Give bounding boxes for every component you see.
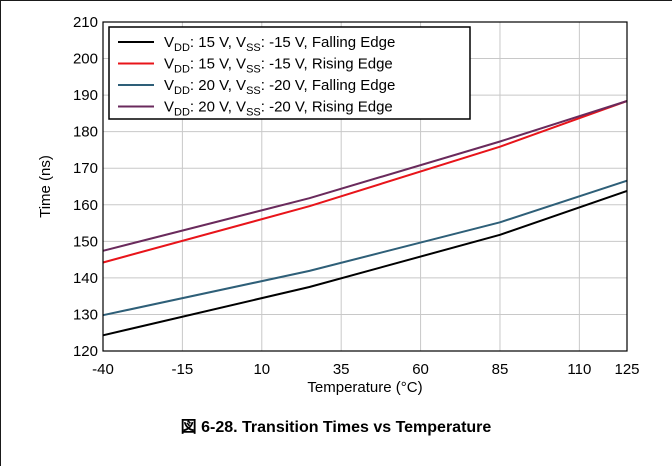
series-line-1	[102, 189, 628, 337]
y-tick-label: 130	[73, 306, 98, 323]
x-tick-label: 60	[412, 361, 429, 378]
legend-box	[108, 26, 471, 120]
y-tick-label: 180	[73, 124, 98, 141]
y-tick-label: 170	[73, 160, 98, 177]
y-tick-label: 210	[73, 14, 98, 31]
y-axis-title: Time (ns)	[37, 155, 54, 218]
tick-labels: -40 -15 10 35 60 85 110 125 120 130 140 150 160 170 18…	[73, 14, 640, 378]
legend-entry: VDD: 15 V, VSS: -15 V, Falling Edge	[164, 34, 395, 54]
series-line-2	[102, 100, 628, 264]
figure-caption: 図 6-28. Transition Times vs Temperature	[180, 419, 492, 436]
page-frame-top	[0, 0, 672, 1]
grid-lines	[102, 21, 628, 352]
legend-entry: VDD: 20 V, VSS: -20 V, Rising Edge	[164, 99, 393, 119]
series-line-4	[102, 100, 628, 252]
series-line-3	[102, 179, 628, 317]
series-layer	[102, 100, 628, 337]
x-tick-label: 35	[333, 361, 350, 378]
line-chart: -40 -15 10 35 60 85 110 125 120 130 140 150 160 170 18…	[37, 14, 640, 396]
x-tick-label: -40	[92, 361, 114, 378]
plot-area-border	[102, 21, 628, 352]
y-tick-label: 120	[73, 343, 98, 360]
y-tick-label: 140	[73, 270, 98, 287]
x-axis-title: Temperature (°C)	[307, 379, 422, 396]
x-tick-label: 10	[253, 361, 270, 378]
y-tick-label: 190	[73, 87, 98, 104]
y-tick-label: 160	[73, 197, 98, 214]
legend-entry: VDD: 15 V, VSS: -15 V, Rising Edge	[164, 56, 393, 76]
x-tick-label: -15	[172, 361, 194, 378]
legend-entry: VDD: 20 V, VSS: -20 V, Falling Edge	[164, 77, 395, 97]
legend: VDD: 15 V, VSS: -15 V, Falling EdgeVDD: …	[108, 26, 471, 120]
y-tick-label: 200	[73, 51, 98, 68]
page-frame-left	[0, 0, 1, 466]
x-tick-label: 85	[492, 361, 509, 378]
x-tick-label: 125	[614, 361, 639, 378]
y-tick-label: 150	[73, 233, 98, 250]
x-tick-label: 110	[567, 361, 591, 378]
